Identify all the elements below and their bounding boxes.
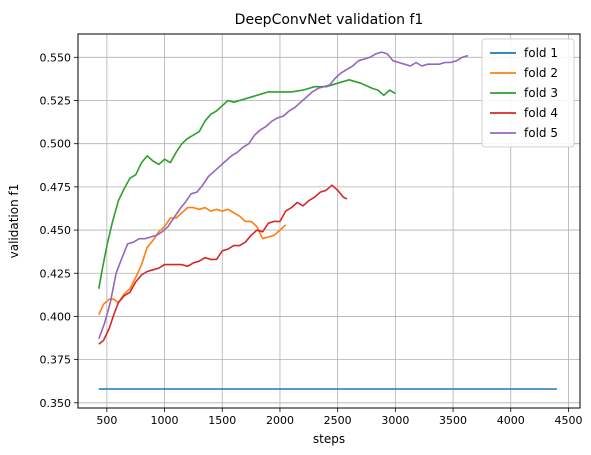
- series-line-fold-2: [98, 206, 287, 316]
- x-axis-ticks: 500 1000 1500 2000 2500 3000 3500 4000 4500: [96, 408, 582, 427]
- x-tick-label: 1000: [151, 414, 179, 427]
- y-tick-label: 0.500: [40, 138, 72, 151]
- series-line-fold-5: [98, 51, 469, 340]
- legend-label-fold-5: fold 5: [524, 126, 558, 140]
- series-line-fold-4: [98, 184, 348, 345]
- legend: fold 1 fold 2 fold 3 fold 4 fold 5: [481, 38, 575, 148]
- x-tick-label: 2000: [266, 414, 294, 427]
- y-tick-label: 0.450: [40, 224, 72, 237]
- x-tick-label: 1500: [208, 414, 236, 427]
- y-axis-label: validation f1: [7, 184, 21, 259]
- x-tick-label: 2500: [324, 414, 352, 427]
- x-tick-label: 4500: [554, 414, 582, 427]
- chart-title: DeepConvNet validation f1: [235, 12, 424, 28]
- y-tick-label: 0.550: [40, 51, 72, 64]
- legend-label-fold-4: fold 4: [524, 106, 558, 120]
- y-tick-label: 0.475: [40, 181, 72, 194]
- y-tick-label: 0.350: [40, 397, 72, 410]
- y-tick-label: 0.400: [40, 310, 72, 323]
- y-axis-ticks: 0.350 0.375 0.400 0.425 0.450 0.475 0.500 0.525…: [40, 51, 78, 410]
- legend-box: [481, 38, 575, 148]
- legend-label-fold-1: fold 1: [524, 46, 558, 60]
- legend-label-fold-3: fold 3: [524, 86, 558, 100]
- y-tick-label: 0.425: [40, 267, 72, 280]
- axes-frame: [77, 33, 581, 409]
- y-tick-label: 0.525: [40, 95, 72, 108]
- x-tick-label: 3500: [439, 414, 467, 427]
- series-line-fold-3: [98, 79, 396, 289]
- legend-label-fold-2: fold 2: [524, 66, 558, 80]
- x-axis-label: steps: [313, 432, 345, 446]
- x-tick-label: 500: [96, 414, 117, 427]
- plot-series: [98, 51, 557, 390]
- y-tick-label: 0.375: [40, 354, 72, 367]
- x-tick-label: 3000: [381, 414, 409, 427]
- x-tick-label: 4000: [497, 414, 525, 427]
